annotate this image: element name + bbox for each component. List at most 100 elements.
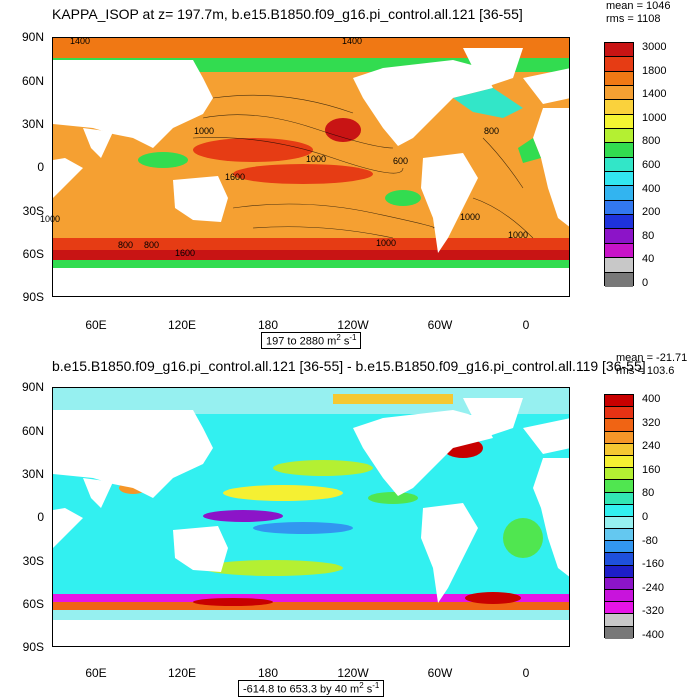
colorbar-swatch — [605, 215, 633, 230]
colorbar-label: 1800 — [642, 64, 667, 77]
panel2-ylabel: 60N — [21, 424, 44, 438]
panel1-ylabel: 60S — [22, 247, 44, 261]
panel1-ylabel: 90N — [21, 30, 44, 44]
colorbar-label: 1000 — [642, 111, 667, 124]
colorbar-label: 80 — [642, 487, 655, 500]
colorbar-swatch — [605, 157, 633, 173]
colorbar-swatch — [605, 272, 633, 287]
colorbar-label: 3000 — [642, 41, 667, 53]
colorbar-label: -80 — [642, 534, 658, 547]
colorbar-swatch — [605, 114, 633, 130]
panel2-range-sup2: -1 — [372, 681, 380, 690]
panel1-ylabel: 90S — [22, 290, 44, 304]
colorbar-swatch — [605, 43, 633, 58]
colorbar-swatch — [605, 602, 633, 615]
colorbar-swatch — [605, 419, 633, 432]
colorbar-label: 1400 — [642, 88, 667, 101]
panel1-ylabel: 30N — [21, 117, 44, 131]
colorbar-swatch — [605, 407, 633, 420]
panel2-xlabel: 180 — [257, 666, 279, 680]
colorbar-swatch — [605, 565, 633, 578]
panel1-range-tail: s — [340, 335, 350, 348]
panel1-ylabel: 0 — [37, 160, 44, 174]
panel1-ylabel: 30S — [22, 204, 44, 218]
colorbar-swatch — [605, 553, 633, 566]
colorbar-swatch — [605, 431, 633, 444]
colorbar-label: -160 — [642, 558, 665, 571]
colorbar-swatch — [605, 243, 633, 259]
panel1-stats: mean = 1046 rms = 1108 — [606, 0, 671, 26]
colorbar-swatch — [605, 577, 633, 590]
panel1-rms: rms = 1108 — [606, 13, 661, 25]
colorbar-label: 800 — [642, 135, 661, 148]
panel1-range-text: 197 to 2880 m — [266, 335, 337, 348]
panel2-xlabel: 120W — [337, 666, 369, 680]
panel2-xlabel: 120E — [167, 666, 197, 680]
panel1-title: KAPPA_ISOP at z= 197.7m, b.e15.B1850.f09… — [52, 6, 523, 22]
colorbar-swatch — [605, 455, 633, 469]
colorbar-swatch — [605, 529, 633, 542]
colorbar-label: 40 — [642, 253, 655, 266]
colorbar-label: 320 — [642, 416, 661, 429]
colorbar-swatch — [605, 172, 633, 187]
panel1-xlabel: 0 — [522, 318, 530, 332]
colorbar-label: 0 — [642, 277, 649, 289]
colorbar-swatch — [605, 614, 633, 627]
colorbar-swatch — [605, 143, 633, 158]
colorbar-swatch — [605, 86, 633, 101]
panel2-range-box: -614.8 to 653.3 by 40 m2 s-1 — [238, 680, 385, 697]
panel2-map-svg — [53, 388, 569, 646]
colorbar-label: 160 — [642, 463, 661, 476]
colorbar-label: 400 — [642, 182, 661, 195]
panel1-range-box: 197 to 2880 m2 s-1 — [261, 332, 362, 349]
panel2-ylabel: 60S — [22, 597, 44, 611]
colorbar-label: 400 — [642, 393, 661, 405]
panel2-ylabel: 90S — [22, 640, 44, 654]
panel2-rms: rms = 103.6 — [616, 365, 675, 377]
colorbar-swatch — [605, 504, 633, 517]
panel2-xlabel: 60E — [85, 666, 107, 680]
panel1-xlabel: 120W — [337, 318, 369, 332]
colorbar-label: -320 — [642, 605, 665, 618]
colorbar-swatch — [605, 443, 633, 456]
panel1-map — [52, 37, 570, 297]
colorbar-label: 80 — [642, 229, 655, 242]
colorbar-swatch — [605, 480, 633, 493]
colorbar-swatch — [605, 395, 633, 408]
panel2-xlabel: 60W — [427, 666, 453, 680]
panel1-range-sup: 2 — [336, 333, 341, 342]
panel1-map-svg — [53, 38, 569, 296]
colorbar-swatch — [605, 590, 633, 603]
colorbar-label: 600 — [642, 159, 661, 171]
panel2-ylabel: 30N — [21, 467, 44, 481]
colorbar-label: 200 — [642, 206, 661, 219]
colorbar-swatch — [605, 229, 633, 244]
colorbar-label: 0 — [642, 511, 649, 523]
panel1-xlabel: 180 — [257, 318, 279, 332]
colorbar-swatch — [605, 541, 633, 554]
panel2-mean: mean = -21.71 — [616, 352, 688, 364]
panel2-xlabel: 0 — [522, 666, 530, 680]
colorbar-swatch — [605, 468, 633, 481]
panel2-title: b.e15.B1850.f09_g16.pi_control.all.121 [… — [52, 358, 646, 374]
colorbar-swatch — [605, 626, 633, 639]
colorbar-swatch — [605, 100, 633, 115]
panel1-xlabel: 60W — [427, 318, 453, 332]
colorbar-swatch — [605, 71, 633, 87]
panel2-stats: mean = -21.71 rms = 103.6 — [616, 352, 687, 378]
colorbar-swatch — [605, 516, 633, 530]
panel1-xlabel: 120E — [167, 318, 197, 332]
colorbar-swatch — [605, 57, 633, 72]
panel1-ylabel: 60N — [21, 74, 44, 88]
colorbar-label: 240 — [642, 440, 661, 453]
panel2-ylabel: 90N — [21, 380, 44, 394]
panel2-range-tail: s — [363, 683, 373, 696]
panel2-colorbar — [604, 394, 634, 639]
panel1-mean: mean = 1046 — [606, 0, 671, 12]
colorbar-swatch — [605, 186, 633, 201]
panel1-xlabel: 60E — [85, 318, 107, 332]
colorbar-swatch — [605, 258, 633, 273]
panel2-ylabel: 0 — [37, 510, 44, 524]
colorbar-swatch — [605, 200, 633, 216]
panel2-ylabel: 30S — [22, 554, 44, 568]
